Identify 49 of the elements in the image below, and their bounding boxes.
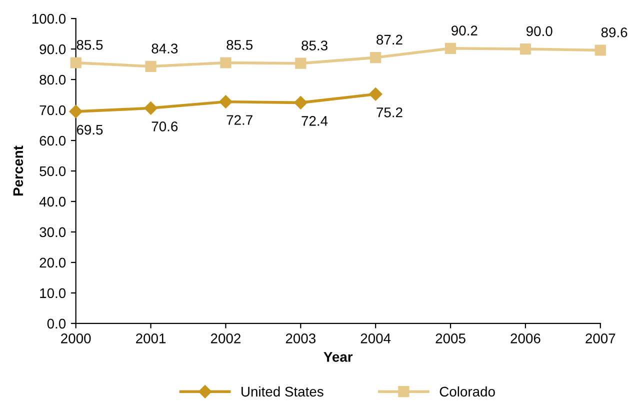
legend-label: United States xyxy=(242,386,324,397)
x-tick-label: 2007 xyxy=(586,334,616,344)
y-tick-label: 30.0 xyxy=(40,227,66,238)
x-tick-label: 2004 xyxy=(360,334,391,344)
y-tick-label: 100.0 xyxy=(32,14,66,24)
y-tick-label: 40.0 xyxy=(39,196,66,207)
y-tick-label: 20.0 xyxy=(40,258,66,268)
x-tick-label: 2005 xyxy=(436,334,466,344)
point xyxy=(444,42,456,54)
data-label: 85.5 xyxy=(76,40,103,50)
data-label: 85.5 xyxy=(226,40,253,50)
point xyxy=(520,43,532,55)
y-tick-label: 90.0 xyxy=(40,44,66,54)
point xyxy=(144,102,158,115)
data-label: 84.3 xyxy=(152,44,178,54)
data-label: 75.2 xyxy=(376,107,402,118)
data-label: 90.2 xyxy=(452,26,478,36)
data-label: 72.4 xyxy=(302,116,328,126)
point xyxy=(219,95,232,108)
y-tick-label: 80.0 xyxy=(40,74,66,85)
x-axis-title: Year xyxy=(324,352,353,362)
data-label: 90.0 xyxy=(526,26,552,36)
y-tick-label: 60.0 xyxy=(40,136,66,146)
y-tick-label: 70.0 xyxy=(40,105,66,116)
x-tick-label: 2003 xyxy=(286,334,316,344)
point xyxy=(369,88,382,101)
y-tick-label: 50.0 xyxy=(40,166,66,176)
y-tick-label: 0.0 xyxy=(47,318,66,329)
y-tick-label: 10.0 xyxy=(40,288,66,298)
point xyxy=(294,96,308,110)
data-label: 70.6 xyxy=(152,122,178,132)
data-label: 85.3 xyxy=(302,40,328,50)
point xyxy=(70,57,82,68)
x-tick-label: 2001 xyxy=(136,334,166,344)
x-tick-label: 2006 xyxy=(510,334,540,344)
x-tick-label: 2000 xyxy=(61,334,91,344)
data-label: 87.2 xyxy=(376,34,402,45)
data-label: 89.6 xyxy=(601,27,628,38)
x-tick-label: 2002 xyxy=(210,334,240,344)
data-label: 72.7 xyxy=(226,115,252,125)
data-label: 69.5 xyxy=(76,124,103,135)
point xyxy=(370,52,382,64)
point xyxy=(295,58,306,69)
point xyxy=(594,44,606,56)
legend-label: Colorado xyxy=(440,386,495,397)
point xyxy=(220,57,232,68)
point xyxy=(69,104,82,118)
y-axis-title: Percent xyxy=(13,146,24,196)
point xyxy=(145,60,156,72)
